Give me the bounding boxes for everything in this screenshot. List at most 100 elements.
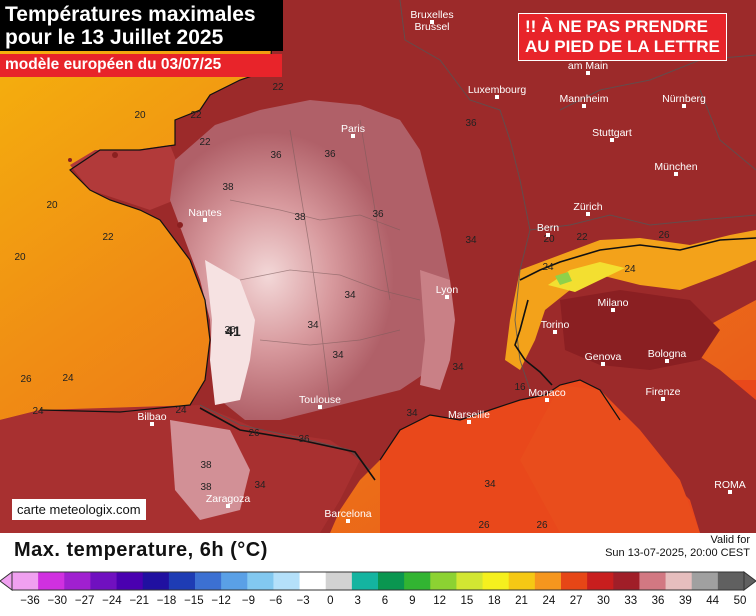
scale-swatch [404,572,431,590]
city-am-main: am Main [568,60,608,75]
city-brussel: Brussel [414,21,449,33]
scale-swatch [116,572,144,590]
isotherm-label: 34 [465,235,477,246]
scale-swatch [90,572,118,590]
isotherm-label: 16 [514,382,526,393]
scale-tick: −15 [184,595,204,607]
isotherm-label: 24 [624,264,636,275]
city-genova: Genova [585,351,622,366]
temperature-map: 22 20 20 20 22 22 22 36 38 36 36 38 36 34 34 34 34 34 34 36… [0,0,756,533]
scale-swatch [534,572,562,590]
isotherm-label: 41 [225,323,241,339]
city-bruxelles: Bruxelles [410,9,454,24]
scale-swatch [482,572,510,590]
scale-tick: −18 [156,595,177,607]
city-barcelona: Barcelona [324,508,372,523]
scale-swatch [273,572,301,590]
isotherm-label: 38 [294,212,306,223]
city-roma: ROMA [714,479,746,494]
isotherm-label: 24 [542,262,554,273]
scale-tick: 15 [460,595,474,607]
scale-tick: −24 [102,595,122,607]
scale-swatch [587,572,614,590]
svg-text:Milano: Milano [598,297,629,309]
scale-swatch [142,572,170,590]
city-luxembourg: Luxembourg [468,84,526,99]
svg-text:Firenze: Firenze [645,386,680,398]
scale-tick: −3 [296,595,310,607]
svg-text:München: München [654,161,697,173]
svg-text:Genova: Genova [585,351,622,363]
scale-swatch [691,572,719,590]
isotherm-label: 38 [200,460,212,471]
isotherm-label: 22 [190,110,202,121]
city-marseille: Marseille [448,409,490,424]
city-bologna: Bologna [648,348,686,363]
city-monaco: Monaco [528,387,566,402]
city-m-nchen: München [654,161,698,176]
scale-tick: 9 [409,595,416,607]
isotherm-label: 26 [20,374,32,385]
city-n-rnberg: Nürnberg [662,93,706,108]
isotherm-label: 36 [324,149,336,160]
city-bern: Bern [537,222,559,237]
isotherm-label: 22 [199,137,211,148]
scale-swatch [561,572,588,590]
scale-tick: −21 [129,595,149,607]
isotherm-label: 24 [175,405,187,416]
isotherm-label: 26 [248,428,260,439]
warning-line-1: !! À NE PAS PRENDRE [525,17,708,36]
svg-text:Bruxelles: Bruxelles [410,9,453,21]
svg-text:am Main: am Main [568,60,608,72]
scale-tick: 50 [733,595,747,607]
isotherm-label: 24 [62,373,74,384]
svg-text:Monaco: Monaco [528,387,566,399]
isotherm-label: 34 [452,362,464,373]
model-subtitle: modèle européen du 03/07/25 [0,54,282,77]
scale-swatch [12,572,39,590]
scale-tick: −9 [241,595,256,607]
scale-tick: 24 [542,595,556,607]
isotherm-label: 36 [270,150,282,161]
isotherm-label: 34 [307,320,319,331]
scale-swatch [378,572,405,590]
scale-swatch [665,572,693,590]
valid-datetime: Sun 13-07-2025, 20:00 CEST [605,547,750,559]
scale-swatch [247,572,274,590]
scale-tick: 21 [515,595,528,607]
isotherm-label: 38 [222,182,234,193]
city-stuttgart: Stuttgart [592,127,632,142]
city-toulouse: Toulouse [299,394,341,409]
isotherm-label: 22 [576,232,588,243]
scale-swatch [221,572,248,590]
svg-text:Brussel: Brussel [414,21,449,33]
isotherm-label: 36 [224,325,236,336]
city-nantes: Nantes [188,207,222,222]
warning-line-2: AU PIED DE LA LETTRE [525,37,720,56]
isotherm-label: 26 [658,230,670,241]
alps-cool-band [505,230,756,370]
svg-text:ROMA: ROMA [714,479,746,491]
isotherm-label: 36 [465,118,477,129]
scale-tick: 39 [678,595,692,607]
scale-swatch [430,572,457,590]
scale-tick: −6 [269,595,283,607]
svg-text:Zaragoza: Zaragoza [206,493,251,505]
isotherm-label: 34 [254,480,266,491]
svg-text:Bern: Bern [537,222,559,234]
title-line-1: Températures maximales [5,3,256,26]
valid-time: Valid for Sun 13-07-2025, 20:00 CEST [605,534,750,560]
city-mannheim: Mannheim [559,93,609,108]
isotherm-label: 22 [272,82,284,93]
svg-text:Toulouse: Toulouse [299,394,341,406]
isotherm-label: 20 [46,200,58,211]
scale-tick: −30 [47,595,68,607]
scale-tick: 27 [569,595,583,607]
city-firenze: Firenze [645,386,681,401]
isotherm-label: 36 [372,209,384,220]
scale-tick: 0 [327,595,334,607]
warning-banner: !! À NE PAS PRENDRE AU PIED DE LA LETTRE [518,13,727,61]
color-scale-ticks: −36 −30 −27 −24 −21 −18 −15 −12 −9 −6 −3 0 3 6 9 12 15 18… [0,595,756,611]
city-zaragoza: Zaragoza [206,493,251,508]
credit-label[interactable]: carte meteologix.com [12,499,146,520]
